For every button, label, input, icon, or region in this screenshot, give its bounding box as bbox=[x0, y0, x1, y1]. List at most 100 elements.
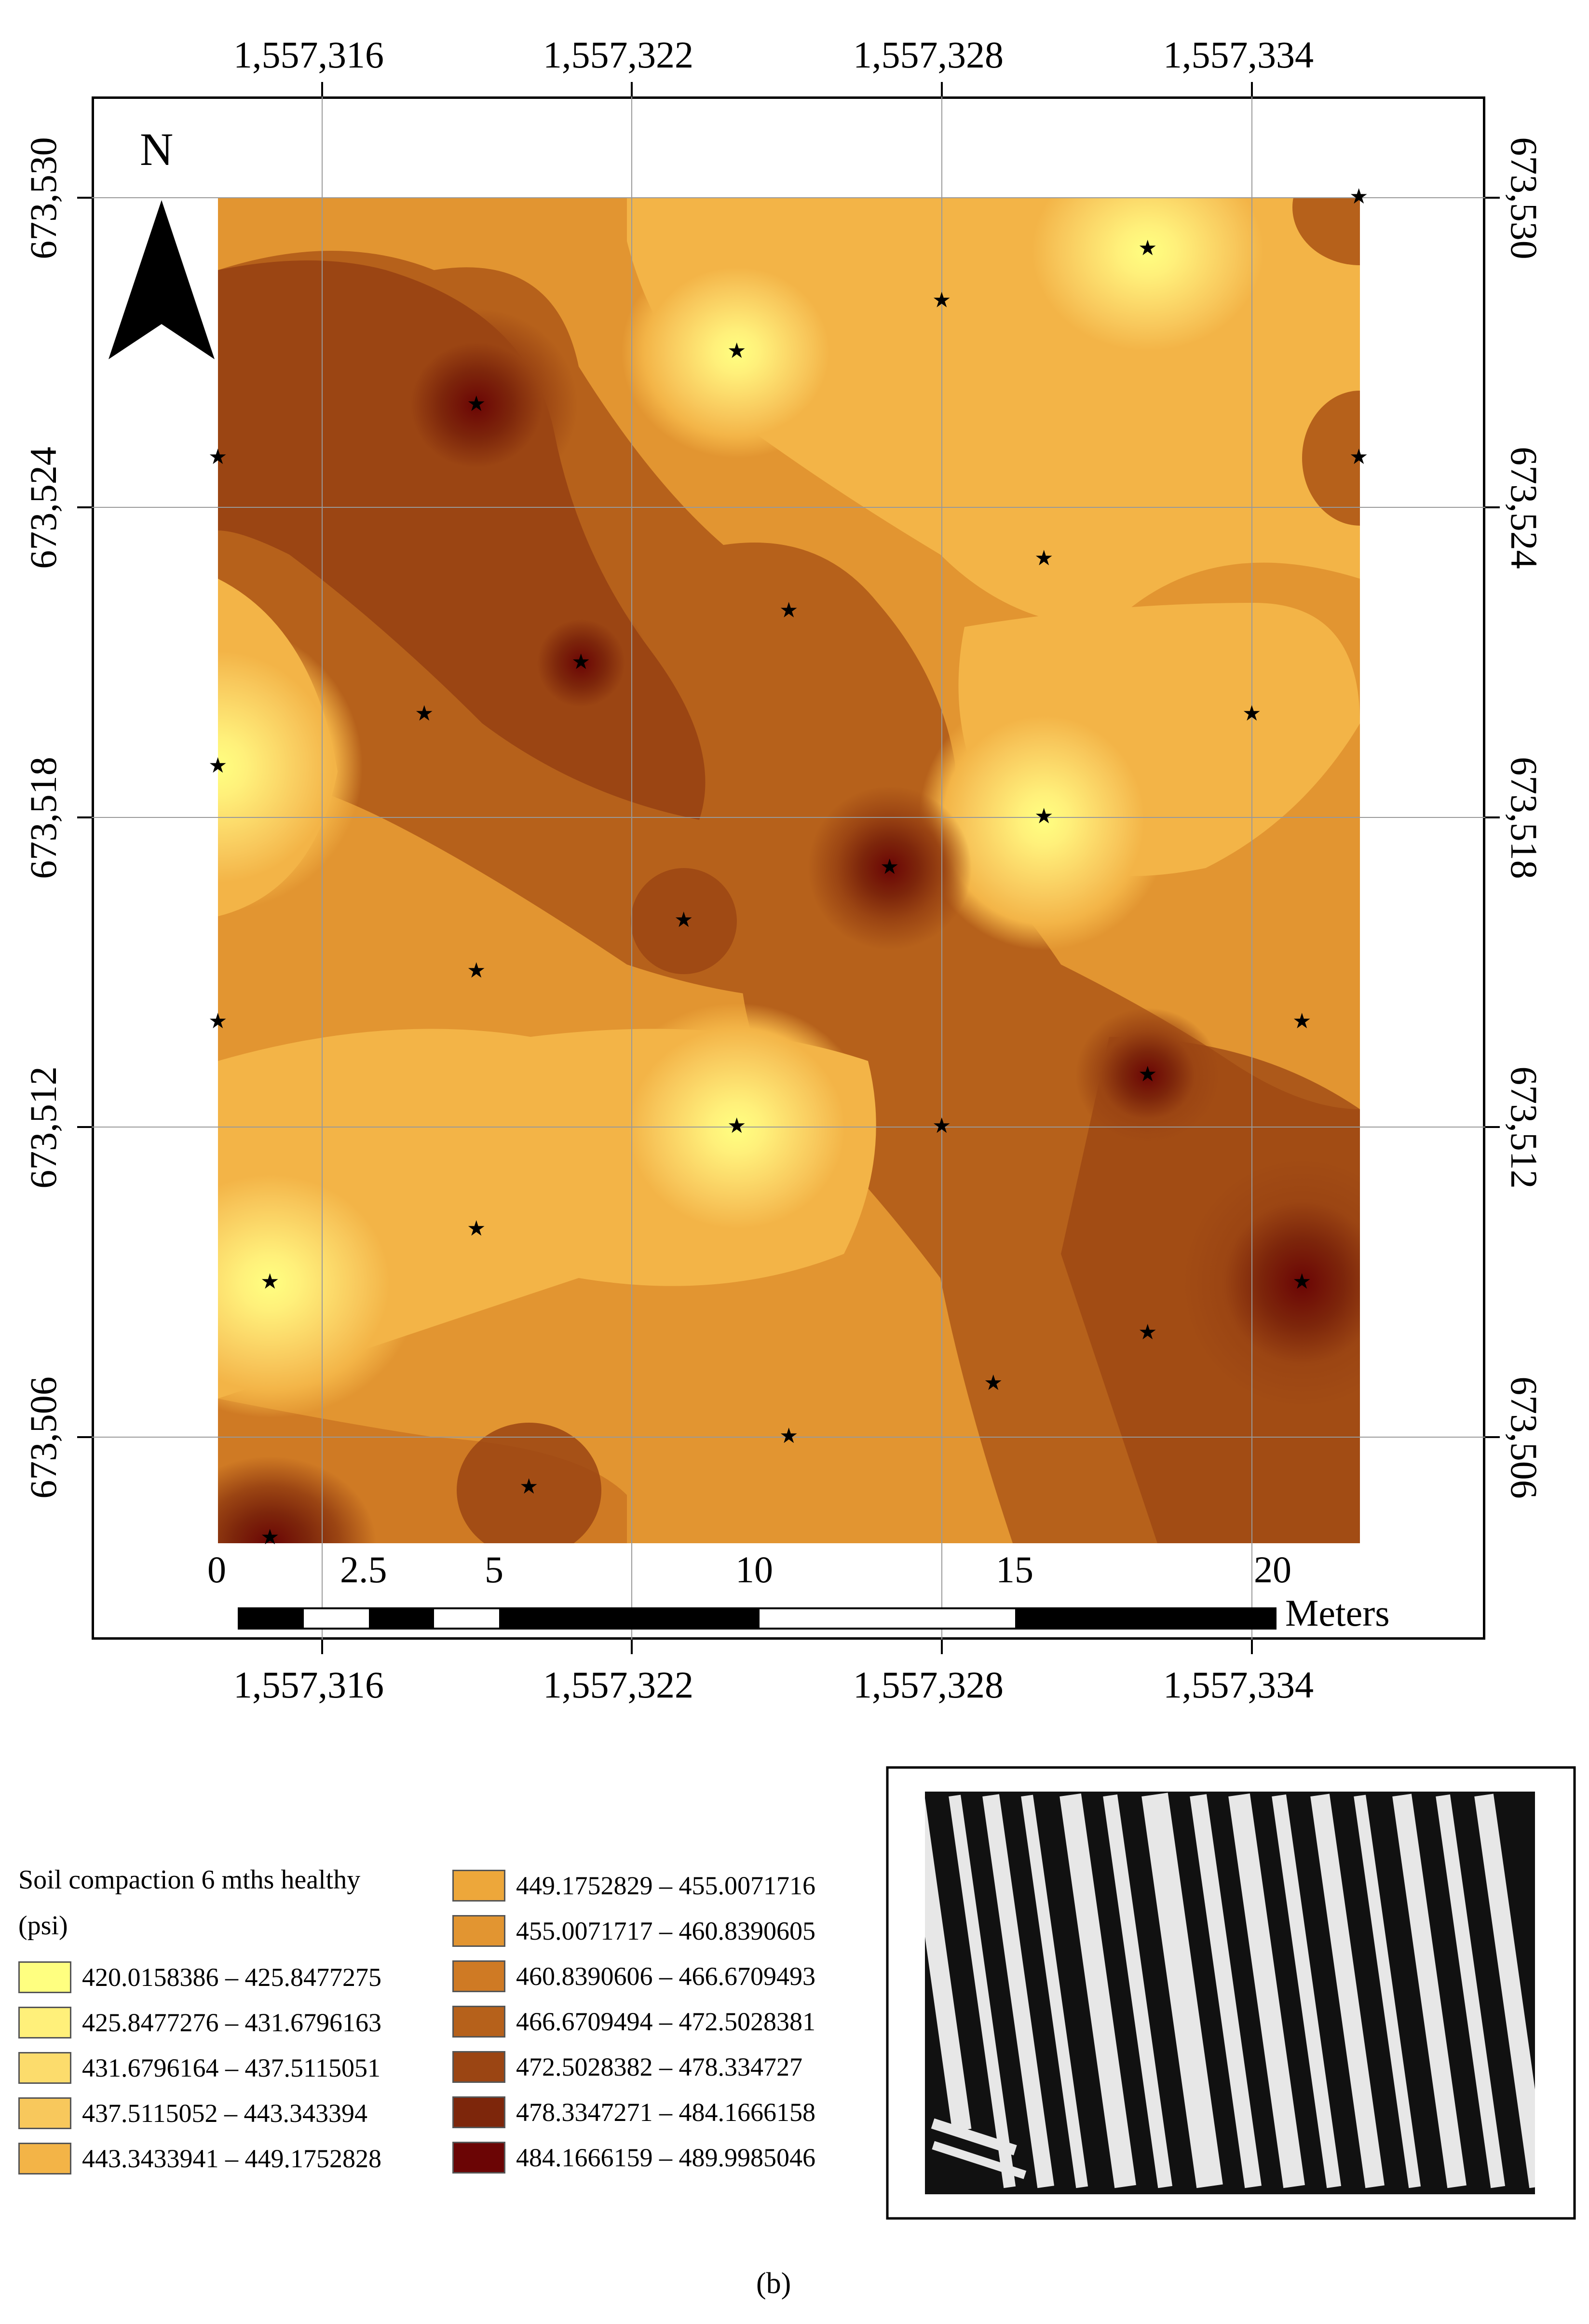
sample-point-icon: ★ bbox=[932, 1114, 951, 1138]
sample-point-icon: ★ bbox=[1349, 445, 1369, 469]
sample-point-icon: ★ bbox=[519, 1474, 539, 1499]
legend-item: 437.5115052 – 443.343394 bbox=[18, 2094, 367, 2133]
y-tick-right-5: 673,506 bbox=[1503, 1376, 1545, 1499]
sample-point-icon: ★ bbox=[1292, 1269, 1312, 1294]
north-arrow-icon bbox=[109, 200, 215, 359]
legend-label: 484.1666159 – 489.9985046 bbox=[516, 2143, 815, 2172]
x-tick-top-2: 1,557,322 bbox=[543, 34, 693, 76]
legend-label: 443.3433941 – 449.1752828 bbox=[82, 2144, 381, 2173]
sample-point-icon: ★ bbox=[779, 1424, 799, 1448]
legend-swatch bbox=[452, 2142, 505, 2174]
y-tick-right-4: 673,512 bbox=[1503, 1066, 1545, 1189]
legend-label: 449.1752829 – 455.0071716 bbox=[516, 1871, 815, 1900]
scale-label-0: 0 bbox=[207, 1549, 226, 1590]
legend-item: 443.3433941 – 449.1752828 bbox=[18, 2139, 381, 2178]
legend-label: 478.3347271 – 484.1666158 bbox=[516, 2098, 815, 2127]
legend-swatch bbox=[18, 2143, 71, 2175]
x-tick-bottom-3: 1,557,328 bbox=[853, 1664, 1004, 1706]
legend-item: 431.6796164 – 437.5115051 bbox=[18, 2049, 380, 2087]
y-tick-right-3: 673,518 bbox=[1503, 757, 1545, 879]
legend-label: 431.6796164 – 437.5115051 bbox=[82, 2053, 380, 2082]
legend-item: 478.3347271 – 484.1666158 bbox=[452, 2093, 815, 2132]
sample-point-icon: ★ bbox=[932, 288, 951, 313]
map-frame bbox=[92, 96, 1485, 1640]
sample-point-icon: ★ bbox=[1034, 804, 1054, 829]
sample-point-icon: ★ bbox=[1138, 1320, 1157, 1345]
legend-item: 420.0158386 – 425.8477275 bbox=[18, 1958, 381, 1997]
sample-point-icon: ★ bbox=[1138, 1062, 1157, 1087]
legend-label: 472.5028382 – 478.334727 bbox=[516, 2052, 802, 2081]
sample-point-icon: ★ bbox=[260, 1269, 280, 1294]
legend-item: 455.0071717 – 460.8390605 bbox=[452, 1912, 815, 1950]
sample-point-icon: ★ bbox=[984, 1371, 1003, 1395]
x-tick-top-4: 1,557,334 bbox=[1163, 34, 1314, 76]
legend-swatch bbox=[452, 1960, 505, 1992]
sample-point-icon: ★ bbox=[467, 392, 486, 416]
legend-swatch bbox=[452, 2096, 505, 2128]
y-tick-right-1: 673,530 bbox=[1503, 137, 1545, 259]
sample-point-icon: ★ bbox=[1292, 1009, 1312, 1033]
sample-point-icon: ★ bbox=[1138, 236, 1157, 260]
y-tick-left-1: 673,530 bbox=[22, 137, 64, 259]
sample-point-icon: ★ bbox=[779, 598, 799, 623]
sample-point-icon: ★ bbox=[571, 650, 591, 674]
sample-point-icon: ★ bbox=[260, 1525, 280, 1549]
sample-point-icon: ★ bbox=[415, 701, 434, 726]
scale-bar bbox=[238, 1607, 1277, 1630]
legend-item: 460.8390606 – 466.6709493 bbox=[452, 1957, 815, 1996]
figure-caption: (b) bbox=[756, 2267, 791, 2300]
legend-unit: (psi) bbox=[18, 1911, 68, 1941]
x-tick-bottom-1: 1,557,316 bbox=[233, 1664, 384, 1706]
legend-item: 449.1752829 – 455.0071716 bbox=[452, 1866, 815, 1905]
scale-unit: Meters bbox=[1285, 1592, 1390, 1634]
graticule bbox=[92, 96, 1485, 1640]
sample-point-icon: ★ bbox=[1242, 701, 1262, 726]
x-tick-top-1: 1,557,316 bbox=[233, 34, 384, 76]
x-tick-bottom-2: 1,557,322 bbox=[543, 1664, 693, 1706]
sample-point-icon: ★ bbox=[1034, 546, 1054, 571]
scale-label-20: 20 bbox=[1254, 1549, 1291, 1590]
y-tick-left-4: 673,512 bbox=[22, 1066, 64, 1189]
legend-swatch bbox=[452, 2006, 505, 2038]
scale-label-10: 10 bbox=[735, 1549, 773, 1590]
sample-point-icon: ★ bbox=[880, 855, 899, 879]
sample-point-icon: ★ bbox=[727, 1114, 747, 1138]
legend-item: 484.1666159 – 489.9985046 bbox=[452, 2138, 815, 2177]
y-tick-left-2: 673,524 bbox=[22, 447, 64, 569]
north-label: N bbox=[140, 123, 174, 175]
x-tick-bottom-4: 1,557,334 bbox=[1163, 1664, 1314, 1706]
legend-swatch bbox=[18, 2007, 71, 2039]
sample-point-icon: ★ bbox=[208, 753, 228, 778]
sample-point-icon: ★ bbox=[467, 1216, 486, 1241]
scale-label-5: 5 bbox=[485, 1549, 503, 1590]
legend-title: Soil compaction 6 mths healthy bbox=[18, 1865, 361, 1895]
legend-label: 455.0071717 – 460.8390605 bbox=[516, 1916, 815, 1945]
legend-swatch bbox=[18, 1961, 71, 1993]
scale-label-2-5: 2.5 bbox=[340, 1549, 387, 1590]
inset-image bbox=[886, 1766, 1576, 2220]
legend-swatch bbox=[18, 2052, 71, 2084]
scale-label-15: 15 bbox=[996, 1549, 1033, 1590]
sample-point-icon: ★ bbox=[467, 958, 486, 983]
legend-label: 437.5115052 – 443.343394 bbox=[82, 2099, 367, 2128]
legend-item: 472.5028382 – 478.334727 bbox=[452, 2048, 802, 2086]
y-tick-left-3: 673,518 bbox=[22, 757, 64, 879]
legend-label: 420.0158386 – 425.8477275 bbox=[82, 1963, 381, 1992]
sample-point-icon: ★ bbox=[1349, 184, 1369, 209]
sample-point-icon: ★ bbox=[727, 339, 747, 363]
sample-point-icon: ★ bbox=[674, 908, 693, 932]
legend-item: 425.8477276 – 431.6796163 bbox=[18, 2003, 381, 2042]
legend-label: 460.8390606 – 466.6709493 bbox=[516, 1962, 815, 1991]
legend-label: 425.8477276 – 431.6796163 bbox=[82, 2008, 381, 2037]
y-tick-left-5: 673,506 bbox=[22, 1376, 64, 1499]
y-tick-right-2: 673,524 bbox=[1503, 447, 1545, 569]
legend-swatch bbox=[18, 2097, 71, 2129]
sample-point-icon: ★ bbox=[208, 445, 228, 469]
legend-swatch bbox=[452, 1915, 505, 1947]
legend-label: 466.6709494 – 472.5028381 bbox=[516, 2007, 815, 2036]
sample-point-icon: ★ bbox=[208, 1009, 228, 1033]
legend-item: 466.6709494 – 472.5028381 bbox=[452, 2002, 815, 2041]
frame-ticks bbox=[77, 82, 1500, 1654]
legend-swatch bbox=[452, 1870, 505, 1902]
